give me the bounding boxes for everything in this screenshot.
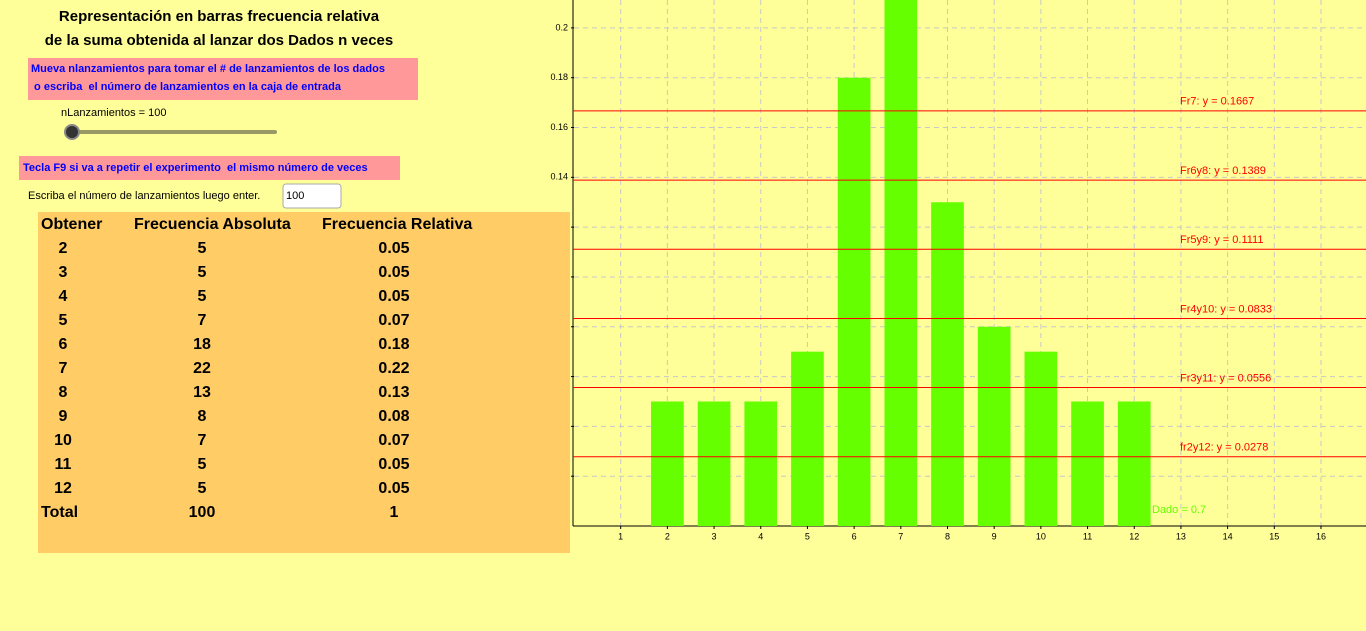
bar <box>977 326 1011 526</box>
y-tick-label: 0.18 <box>550 72 568 82</box>
bar <box>791 351 824 526</box>
slider-label: nLanzamientos = 100 <box>61 107 167 119</box>
table-cell: 11 <box>55 456 72 473</box>
slider-knob[interactable] <box>64 124 80 140</box>
bar <box>931 202 964 526</box>
x-tick-label: 3 <box>712 531 717 541</box>
table-header: Obtener <box>41 216 102 233</box>
x-tick-label: 1 <box>618 531 623 541</box>
table-cell: 5 <box>198 264 207 281</box>
table-cell: 100 <box>189 504 216 521</box>
x-tick-label: 6 <box>852 531 857 541</box>
chart: 1 2 3 4 5 6 7 8 9 10 11 12 13 14 15 160.140.160.180.2Da… <box>550 0 1366 541</box>
input-box[interactable] <box>282 183 342 209</box>
table-cell: 8 <box>198 408 207 425</box>
table-cell: 7 <box>198 432 207 449</box>
bar <box>651 401 684 526</box>
reference-label: Fr5y9: y = 0.1111 <box>1180 234 1263 246</box>
table-cell: 0.08 <box>378 408 409 425</box>
bar <box>1024 351 1058 526</box>
table-header: Frecuencia Relativa <box>322 216 472 233</box>
y-tick-label: 0.16 <box>550 122 568 132</box>
table-cell: 6 <box>59 336 68 353</box>
table-cell: 0.05 <box>378 240 409 257</box>
x-tick-label: 13 <box>1176 531 1186 541</box>
table-cell: 0.05 <box>378 264 409 281</box>
x-tick-label: 12 <box>1129 531 1139 541</box>
hint-text: o escriba el número de lanzamientos en l… <box>31 81 342 93</box>
table-cell: Total <box>41 504 78 521</box>
table-background <box>38 212 570 553</box>
x-tick-label: 11 <box>1083 531 1092 541</box>
y-tick-label: 0.14 <box>550 172 568 182</box>
bar <box>1071 401 1104 526</box>
title-line: Representación en barras frecuencia rela… <box>59 8 380 25</box>
table-cell: 5 <box>198 240 207 257</box>
x-tick-label: 5 <box>805 531 810 541</box>
table-cell: 1 <box>390 504 399 521</box>
table-cell: 3 <box>59 264 68 281</box>
table-cell: 5 <box>59 312 68 329</box>
table-cell: 18 <box>193 336 211 353</box>
reference-label: fr2y12: y = 0.0278 <box>1180 442 1268 454</box>
table-cell: 0.05 <box>378 480 409 497</box>
bar-width-label: Dado = 0.7 <box>1152 504 1206 516</box>
table-cell: 13 <box>193 384 211 401</box>
bar <box>744 401 778 526</box>
table: Obtener Frecuencia Absoluta Frecuencia Rel… <box>41 216 472 521</box>
table-cell: 22 <box>193 360 211 377</box>
x-tick-label: 16 <box>1316 531 1326 541</box>
table-cell: 0.13 <box>378 384 409 401</box>
x-tick-label: 9 <box>992 531 997 541</box>
table-cell: 0.05 <box>378 288 409 305</box>
title-line: de la suma obtenida al lanzar dos Dados … <box>45 32 393 49</box>
bar <box>697 401 731 526</box>
hint-text: Tecla F9 si va a repetir el experimento … <box>23 162 368 174</box>
y-tick-label: 0.2 <box>555 22 568 32</box>
bar <box>1117 401 1151 526</box>
input-value[interactable]: 100 <box>286 190 304 202</box>
x-tick-label: 14 <box>1223 531 1233 541</box>
reference-label: Fr3y11: y = 0.0556 <box>1180 372 1271 384</box>
x-tick-label: 15 <box>1269 531 1279 541</box>
table-cell: 2 <box>59 240 68 257</box>
x-tick-label: 8 <box>945 531 950 541</box>
table-cell: 5 <box>198 288 207 305</box>
table-cell: 5 <box>198 456 207 473</box>
reference-label: Fr7: y = 0.1667 <box>1180 96 1254 108</box>
hint-box <box>28 58 418 100</box>
table-cell: 0.07 <box>378 432 409 449</box>
reference-label: Fr4y10: y = 0.0833 <box>1180 303 1272 315</box>
table-cell: 7 <box>59 360 68 377</box>
table-cell: 0.18 <box>378 336 409 353</box>
table-cell: 9 <box>59 408 68 425</box>
table-cell: 0.05 <box>378 456 409 473</box>
table-cell: 7 <box>198 312 207 329</box>
x-tick-label: 10 <box>1036 531 1046 541</box>
table-cell: 12 <box>54 480 72 497</box>
x-tick-label: 7 <box>898 531 903 541</box>
table-cell: 0.07 <box>378 312 409 329</box>
table-header: Frecuencia Absoluta <box>134 216 291 233</box>
table-cell: 10 <box>54 432 72 449</box>
table-cell: 8 <box>59 384 68 401</box>
hint-box <box>19 156 400 180</box>
bar <box>884 0 918 527</box>
bar <box>837 77 871 527</box>
x-tick-label: 2 <box>665 531 670 541</box>
hint-text: Mueva nlanzamientos para tomar el # de l… <box>31 63 385 75</box>
table-cell: 5 <box>198 480 207 497</box>
x-tick-label: 4 <box>758 531 763 541</box>
input-label: Escriba el número de lanzamientos luego … <box>28 190 260 202</box>
table-cell: 0.22 <box>378 360 409 377</box>
reference-label: Fr6y8: y = 0.1389 <box>1180 165 1266 177</box>
table-cell: 4 <box>59 288 68 305</box>
